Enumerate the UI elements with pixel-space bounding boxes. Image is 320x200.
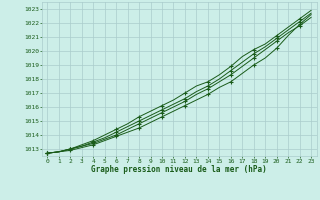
X-axis label: Graphe pression niveau de la mer (hPa): Graphe pression niveau de la mer (hPa) <box>91 165 267 174</box>
